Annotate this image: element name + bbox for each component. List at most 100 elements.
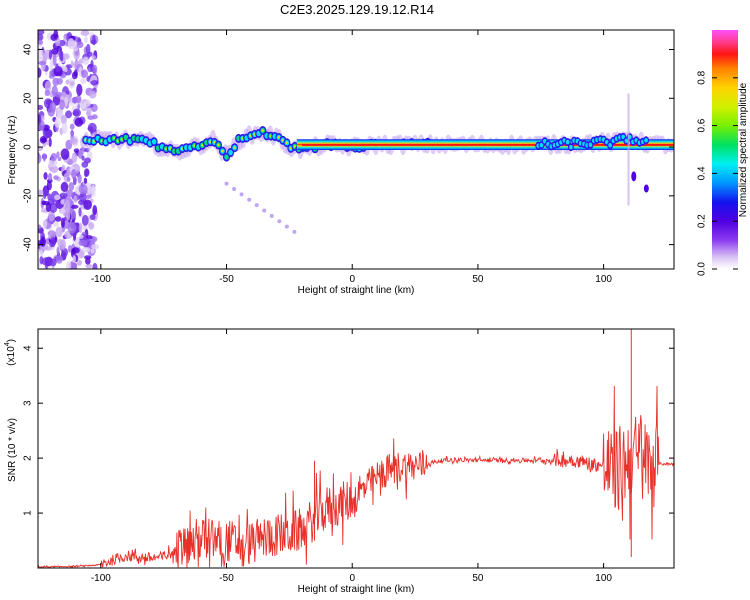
noise-blob (44, 80, 52, 93)
snr-panel: -100 -50 0 50 100 1 2 3 4 Height of straight lin… (4, 328, 675, 595)
noise-blob (72, 262, 77, 269)
ridge-blob (228, 149, 233, 156)
noise-blob (79, 192, 87, 203)
cluster-blob (565, 139, 570, 145)
cluster-blob (608, 143, 612, 148)
y-tick-label: -40 (23, 237, 34, 252)
noise-blob (66, 209, 71, 221)
noise-blob (53, 175, 59, 180)
ridge-blob (224, 154, 229, 160)
noise-blob (85, 43, 91, 55)
noise-blob (67, 38, 75, 50)
ridge-blob (221, 149, 224, 153)
snr-plot (38, 329, 674, 568)
noise-blob (60, 208, 66, 214)
noise-blob (78, 222, 83, 234)
noise-blob (60, 114, 68, 125)
noise-blob (38, 114, 42, 125)
y-tick-label: 4 (23, 345, 34, 351)
noise-blob (49, 70, 53, 77)
noise-blob (78, 184, 88, 195)
noise-blob (72, 255, 76, 263)
noise-blob (54, 91, 63, 98)
noise-blob (71, 169, 77, 180)
cluster-blob (621, 134, 626, 140)
noise-blob (63, 66, 68, 73)
noise-blob (78, 207, 82, 217)
noise-blob (90, 248, 95, 254)
noise-blob (38, 189, 44, 196)
noise-blob (92, 64, 98, 75)
noise-blob (46, 180, 52, 191)
noise-blob (83, 199, 92, 211)
noise-blob (84, 255, 92, 260)
noise-blob (49, 101, 57, 113)
noise-blob (70, 204, 79, 209)
noise-blob (38, 39, 44, 45)
spectrogram-panel: -100 -50 0 50 100 -40 -20 0 20 40 Height of strai… (7, 29, 675, 296)
noise-blob (91, 184, 96, 194)
noise-blob (80, 77, 87, 85)
ridge-blob (123, 134, 129, 141)
noise-blob (54, 194, 61, 201)
noise-blob (42, 219, 48, 229)
noise-blob (79, 234, 84, 239)
noise-blob (81, 246, 91, 253)
x-tick-label: -100 (91, 274, 111, 285)
streak-blob (643, 184, 649, 193)
noise-blob (55, 254, 63, 264)
colorbar-gradient (712, 30, 738, 269)
ridge-blob (289, 147, 293, 150)
noise-blob (56, 151, 60, 159)
noise-blob (49, 258, 57, 267)
noise-blob (76, 41, 84, 49)
y-tick-label: 2 (23, 455, 34, 461)
noise-blob (76, 259, 83, 266)
noise-blob (86, 106, 92, 119)
noise-blob (50, 236, 56, 248)
ridge-blob (293, 145, 297, 148)
noise-blob (89, 214, 96, 221)
colorbar-tick-label: 0.8 (697, 70, 708, 84)
noise-blob (56, 77, 63, 85)
noise-blob (92, 204, 98, 216)
noise-blob (38, 67, 42, 78)
ridge-blob (285, 141, 289, 144)
noise-blob (38, 142, 41, 147)
x-tick-label: 50 (472, 573, 484, 584)
ridge-blob (92, 140, 96, 143)
noise-blob (77, 173, 82, 184)
noise-blob (52, 221, 59, 228)
noise-blob (48, 172, 53, 181)
x-tick-label: -50 (219, 274, 234, 285)
noise-blob (82, 56, 89, 66)
noise-blob (80, 30, 90, 36)
ridge-blob (233, 146, 236, 149)
noise-blob (61, 122, 68, 134)
noise-blob (44, 89, 50, 97)
snr-x-label: Height of straight line (km) (298, 584, 415, 595)
svg-text:(x104): (x104) (4, 339, 17, 366)
streak (627, 93, 630, 206)
noise-blob (88, 222, 95, 230)
noise-blob (78, 66, 83, 77)
noise-blob (78, 249, 85, 259)
ridge-blob (151, 138, 157, 145)
noise-blob (74, 117, 83, 127)
noise-blob (90, 236, 95, 245)
ridge-blob (169, 147, 172, 150)
noise-blob (38, 61, 47, 66)
x-tick-label: -50 (219, 573, 234, 584)
y-tick-label: 1 (23, 510, 34, 516)
snr-axes: -100 -50 0 50 100 1 2 3 4 (23, 329, 674, 584)
noise-blob (72, 110, 80, 116)
noise-blob (69, 137, 78, 145)
ridge-blob (112, 137, 116, 140)
noise-blob (63, 216, 67, 221)
noise-blob (90, 39, 97, 45)
noise-blob (50, 153, 58, 162)
ridge-blob (261, 129, 264, 132)
noise-blob (60, 238, 66, 251)
noise-blob (39, 249, 44, 257)
noise-blob (56, 246, 60, 256)
